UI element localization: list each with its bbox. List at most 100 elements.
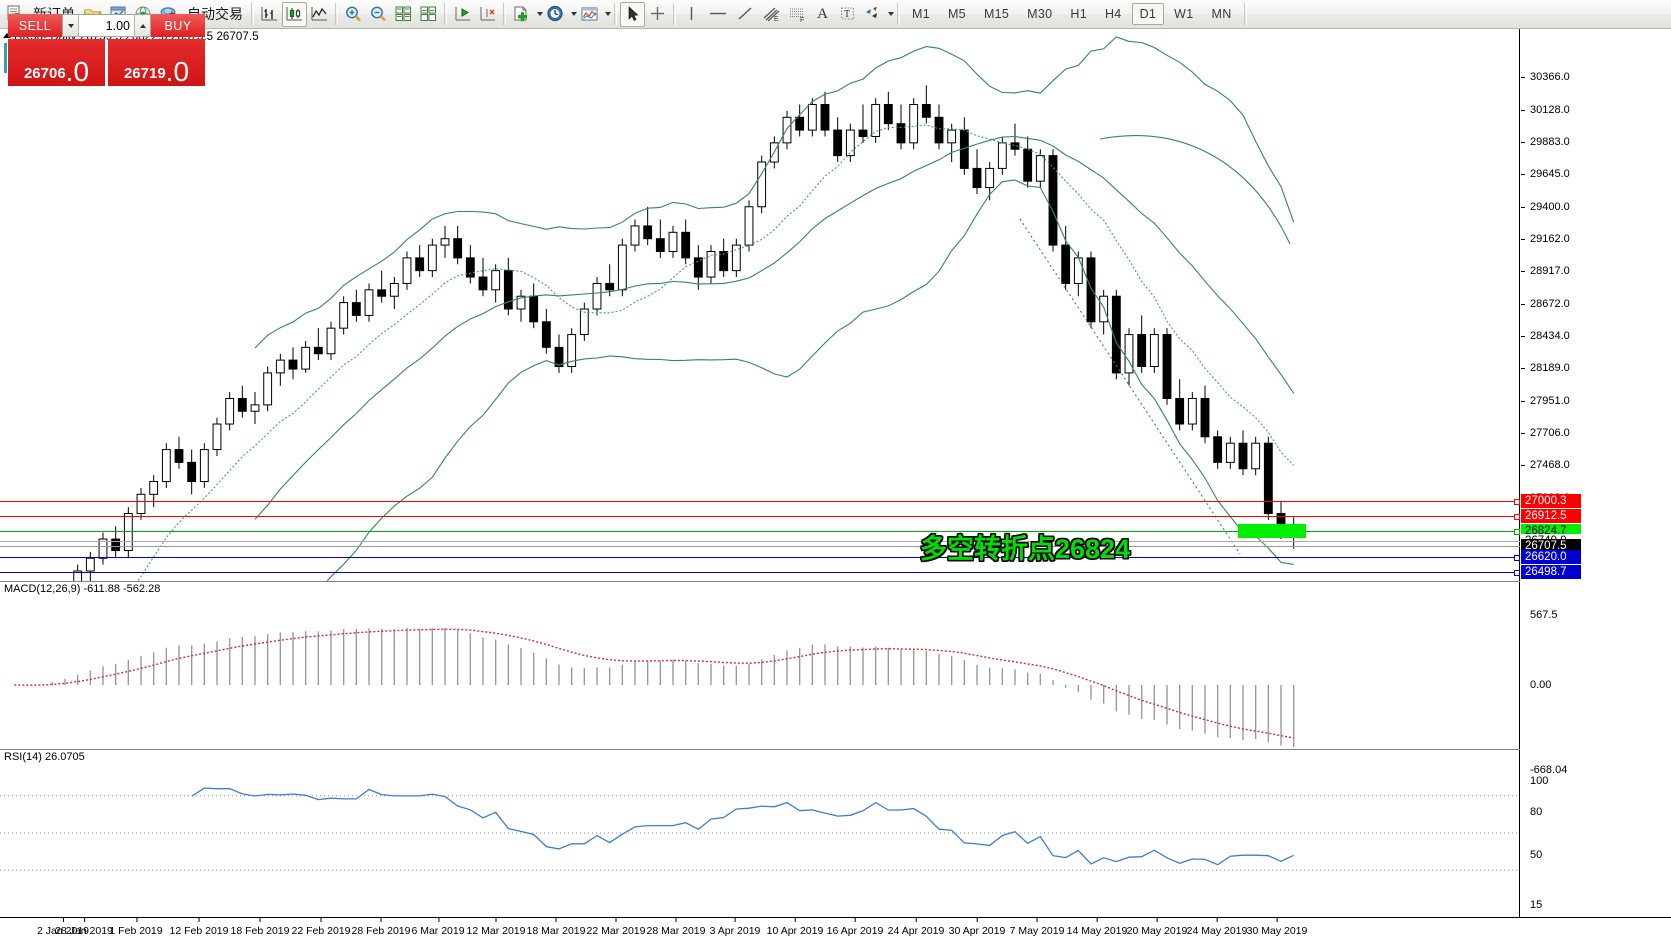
- new-chart-dropdown-caret[interactable]: [537, 12, 543, 16]
- tab-timeframe-m5[interactable]: M5: [947, 7, 966, 21]
- chart-shift-icon[interactable]: [450, 2, 475, 27]
- buy-price-value: 26719: [123, 65, 166, 82]
- bar-chart-icon[interactable]: [257, 2, 282, 27]
- time-axis-label: 16 Apr 2019: [827, 918, 883, 937]
- tab-timeframe-d1[interactable]: D1: [1131, 3, 1165, 25]
- shapes-dropdown-caret[interactable]: [888, 12, 894, 16]
- main-toolbar: 新订单 自动交易: [0, 0, 1671, 29]
- time-axis[interactable]: 2 Jan 2019 28 Jan 2019 1 Feb 2019 12 Feb 20…: [0, 917, 1671, 947]
- time-axis-label: 22 Feb 2019: [292, 918, 350, 937]
- sell-button[interactable]: SELL: [8, 14, 62, 37]
- level-line-support-level-1[interactable]: [0, 555, 1520, 561]
- level-line-support-level-2[interactable]: [0, 570, 1520, 576]
- equidistant-channel-icon[interactable]: E: [758, 2, 784, 27]
- rsi-series: [0, 787, 1520, 871]
- trendline-icon[interactable]: [732, 2, 758, 27]
- tab-timeframe-w1[interactable]: W1: [1174, 7, 1194, 21]
- chart-shift-marker[interactable]: [2, 31, 11, 40]
- buy-button[interactable]: BUY: [151, 14, 205, 37]
- tile-windows-2-icon[interactable]: [416, 2, 441, 27]
- chart-plot-area[interactable]: HK50-,Daily 26759.5 26822.0 26575.5 2670…: [0, 29, 1520, 917]
- candlestick-series: [73, 36, 1299, 581]
- fibonacci-icon[interactable]: F: [784, 2, 810, 27]
- tab-timeframe-m1[interactable]: M1: [912, 7, 930, 21]
- time-axis-label: 2 Jan 2019: [37, 918, 89, 937]
- time-axis-label: 12 Mar 2019: [467, 918, 525, 937]
- period-clock-icon[interactable]: [543, 2, 568, 27]
- level-line-handle[interactable]: [1514, 514, 1520, 520]
- toolbar-separator: [251, 3, 254, 25]
- time-axis-label: 12 Feb 2019: [170, 918, 228, 937]
- tab-timeframe-h4[interactable]: H4: [1104, 7, 1122, 21]
- price-badge-resistance-level-1[interactable]: 27000.3: [1521, 494, 1581, 508]
- price-badge-current-price[interactable]: 26707.5: [1521, 539, 1581, 553]
- highlight-rectangle[interactable]: [1238, 524, 1306, 538]
- indicators-dropdown-caret[interactable]: [605, 12, 611, 16]
- tab-timeframe-m15[interactable]: M15: [983, 7, 1010, 21]
- trade-controls-row: SELL 1.00 BUY: [8, 14, 205, 37]
- tab-timeframe-m30[interactable]: M30: [1027, 7, 1053, 21]
- chart-window: HK50-,Daily 26759.5 26822.0 26575.5 2670…: [0, 29, 1671, 947]
- arrows-shapes-icon[interactable]: [860, 2, 885, 27]
- price-badge-resistance-level-2[interactable]: 26912.5: [1521, 509, 1581, 523]
- level-line-current-price[interactable]: [0, 546, 1520, 547]
- trade-prices-row: 26706 .0 26719 .0: [8, 39, 205, 86]
- time-axis-label: 1 Feb 2019: [109, 918, 163, 937]
- time-axis-label: 3 Apr 2019: [710, 918, 760, 937]
- time-axis-label: 28 Mar 2019: [647, 918, 705, 937]
- crosshair-icon[interactable]: [645, 2, 670, 27]
- rsi-axis-label: 50: [1530, 849, 1543, 861]
- macd-axis-label: 567.5: [1530, 609, 1558, 621]
- volume-stepper[interactable]: 1.00: [62, 14, 151, 37]
- zoom-out-icon[interactable]: [366, 2, 391, 27]
- vertical-line-icon[interactable]: [679, 2, 704, 27]
- level-line-resistance-level-1[interactable]: [0, 499, 1520, 505]
- tab-timeframe-h1[interactable]: H1: [1070, 7, 1087, 21]
- buy-price-button[interactable]: 26719 .0: [108, 39, 205, 86]
- zoom-in-icon[interactable]: [341, 2, 366, 27]
- tab-timeframe-mn[interactable]: MN: [1211, 7, 1232, 21]
- volume-decrease-button[interactable]: [63, 15, 79, 36]
- toolbar-separator: [673, 3, 676, 25]
- new-chart-icon[interactable]: [509, 2, 534, 27]
- svg-text:F: F: [800, 17, 804, 23]
- toolbar-separator: [1243, 3, 1247, 25]
- toolbar-separator: [614, 3, 617, 25]
- level-line-hidden-level[interactable]: [0, 541, 1520, 542]
- text-label-icon[interactable]: A: [817, 5, 828, 22]
- volume-increase-button[interactable]: [134, 15, 150, 36]
- price-axis[interactable]: 30366.0 30128.0 29883.0 29645.0 29400.0 29162…: [1521, 29, 1671, 917]
- toolbar-separator: [444, 3, 447, 25]
- auto-scroll-icon[interactable]: [475, 2, 500, 27]
- sell-price-value: 26706: [23, 65, 66, 82]
- candlestick-chart-icon[interactable]: [282, 1, 307, 27]
- level-line-handle[interactable]: [1514, 570, 1520, 576]
- tile-windows-icon[interactable]: [391, 2, 416, 27]
- level-line-handle[interactable]: [1514, 529, 1520, 535]
- text-box-icon[interactable]: T: [835, 2, 860, 27]
- volume-input[interactable]: 1.00: [79, 15, 134, 36]
- one-click-trading-panel[interactable]: SELL 1.00 BUY 26706 .0 26719 .0: [8, 14, 205, 86]
- indicators-icon[interactable]: [577, 2, 602, 27]
- chart-annotation-text[interactable]: 多空转折点26824: [920, 534, 1131, 564]
- price-badge-support-level-2[interactable]: 26498.7: [1521, 565, 1581, 579]
- level-line-resistance-level-2[interactable]: [0, 514, 1520, 520]
- line-chart-icon[interactable]: [307, 2, 332, 27]
- level-line-pivot-level[interactable]: [0, 529, 1520, 535]
- macd-series: [14, 627, 1295, 747]
- level-line-handle[interactable]: [1514, 555, 1520, 561]
- cursor-icon[interactable]: [620, 1, 645, 27]
- time-axis-label: 6 Mar 2019: [411, 918, 465, 937]
- price-badge-support-level-1[interactable]: 26620.0: [1521, 550, 1581, 564]
- rsi-pane-separator: [0, 749, 1520, 750]
- horizontal-line-icon[interactable]: [704, 2, 732, 27]
- time-axis-label: 28 Feb 2019: [352, 918, 410, 937]
- time-axis-label: 30 Apr 2019: [949, 918, 1005, 937]
- buy-price-decimal: .0: [165, 56, 190, 88]
- svg-text:T: T: [844, 9, 850, 20]
- sell-price-button[interactable]: 26706 .0: [8, 39, 105, 86]
- level-line-handle[interactable]: [1514, 499, 1520, 505]
- time-axis-label: 18 Feb 2019: [231, 918, 289, 937]
- time-axis-label: 22 Mar 2019: [587, 918, 645, 937]
- period-dropdown-caret[interactable]: [571, 12, 577, 16]
